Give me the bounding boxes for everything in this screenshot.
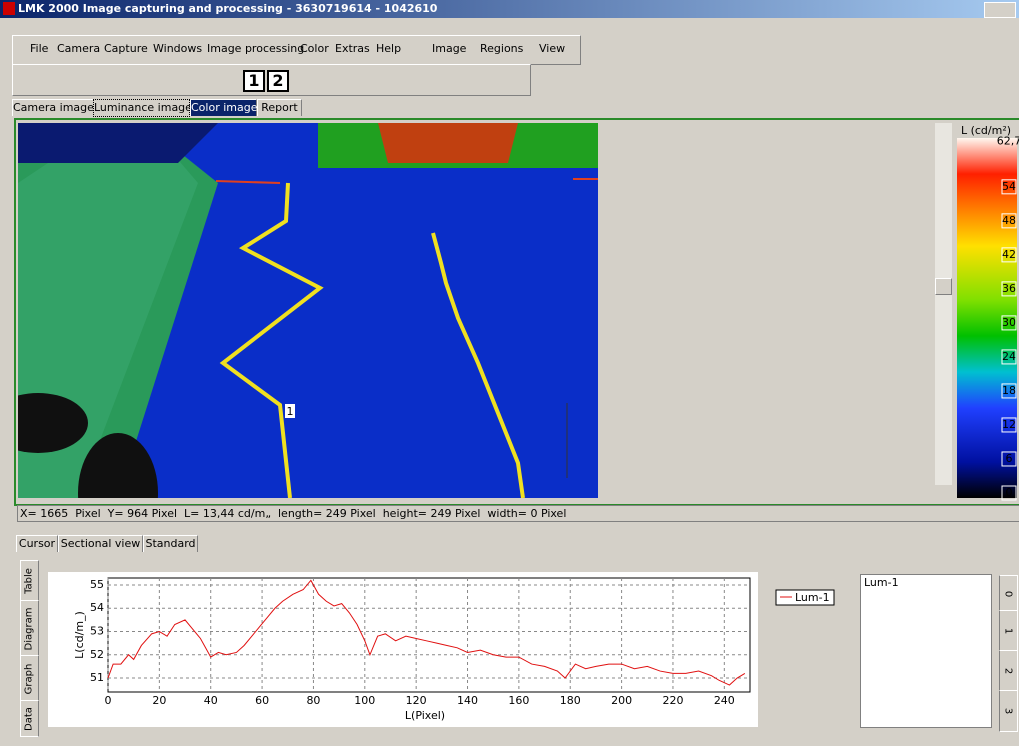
legend-entry: Lum-1 xyxy=(795,591,830,604)
menu-item[interactable]: Image xyxy=(432,42,467,55)
colorbar-tick-label: 0 xyxy=(1006,486,1013,499)
colorbar-tick-label: 18 xyxy=(1002,384,1016,397)
y-tick-label: 54 xyxy=(90,601,104,614)
menu-item[interactable]: View xyxy=(539,42,566,55)
side-tab[interactable]: Data xyxy=(20,700,39,737)
tick-box xyxy=(1001,213,1017,229)
side-tab-label: Diagram xyxy=(23,607,35,650)
x-tick-label: 20 xyxy=(152,694,166,707)
tab[interactable]: Standard xyxy=(143,535,198,552)
x-tick-label: 180 xyxy=(560,694,581,707)
tab[interactable]: Report xyxy=(257,99,302,116)
tab[interactable]: Cursor xyxy=(16,535,58,552)
right-tab[interactable]: 0 xyxy=(999,575,1018,612)
tick-box xyxy=(1001,417,1017,433)
tab[interactable]: Camera image xyxy=(12,99,94,116)
x-tick-label: 40 xyxy=(204,694,218,707)
menu-item[interactable]: Color xyxy=(300,42,329,55)
x-tick-label: 240 xyxy=(714,694,735,707)
menu-item[interactable]: Extras xyxy=(335,42,370,55)
status-bar: X= 1665 Pixel Y= 964 Pixel L= 13,44 cd/m… xyxy=(17,505,1019,522)
window-buttons[interactable] xyxy=(984,2,1016,18)
marker-label: 1 xyxy=(287,405,294,418)
y-tick-label: 51 xyxy=(90,671,104,684)
x-tick-label: 80 xyxy=(306,694,320,707)
side-tab-label: Table xyxy=(23,568,35,594)
colorbar-tick-label: 42 xyxy=(1002,248,1016,261)
x-tick-label: 0 xyxy=(105,694,112,707)
colorbar: L (cd/m²) 62,7 54 48 42 36 30 24 18 12 6 0 xyxy=(957,124,1019,501)
tick-box xyxy=(1001,315,1017,331)
scrollbar[interactable] xyxy=(935,123,952,485)
window-title: LMK 2000 Image capturing and processing … xyxy=(18,2,438,15)
list-box[interactable]: Lum-1 xyxy=(860,574,992,728)
colorbar-tick-label: 30 xyxy=(1002,316,1016,329)
x-tick-label: 220 xyxy=(662,694,683,707)
tick-box xyxy=(1001,349,1017,365)
tick-box xyxy=(1001,281,1017,297)
colorbar-tick-label: 6 xyxy=(1006,452,1013,465)
scroll-thumb[interactable] xyxy=(935,278,952,295)
colorbar-tick-label: 62,7 xyxy=(997,134,1019,147)
luminance-image: 1 xyxy=(18,123,598,498)
menu-item[interactable]: Help xyxy=(376,42,402,55)
colorbar-title: L (cd/m²) xyxy=(961,124,1011,137)
menu-item[interactable]: Capture xyxy=(104,42,148,55)
tick-box xyxy=(1001,485,1017,501)
side-tab-label: Graph xyxy=(23,663,35,694)
side-tab-label: Data xyxy=(23,706,35,731)
colorbar-tick-label: 54 xyxy=(1002,180,1016,193)
menu-item[interactable]: File xyxy=(30,42,49,55)
tab[interactable]: Luminance image xyxy=(93,99,192,117)
plot-area xyxy=(107,577,751,693)
tab[interactable]: Sectional view xyxy=(58,535,143,552)
right-tab-label: 2 xyxy=(1002,667,1014,675)
x-axis-label: L(Pixel) xyxy=(405,709,445,722)
x-tick-label: 160 xyxy=(508,694,529,707)
x-tick-label: 100 xyxy=(354,694,375,707)
menu-item[interactable]: Image processing xyxy=(207,42,305,55)
right-tab-label: 1 xyxy=(1002,627,1014,635)
list-item[interactable]: Lum-1 xyxy=(864,576,899,589)
data-line xyxy=(107,579,746,686)
tick-box xyxy=(1001,451,1017,467)
menu-item[interactable]: Camera xyxy=(57,42,101,55)
app-icon xyxy=(3,2,15,15)
right-tab[interactable]: 3 xyxy=(999,690,1018,732)
y-tick-label: 53 xyxy=(90,625,104,638)
y-tick-label: 52 xyxy=(90,648,104,661)
y-axis-label: L(cd/m_) xyxy=(73,611,86,659)
toolbar-button[interactable]: 2 xyxy=(267,70,289,92)
tab[interactable]: Color image xyxy=(190,99,258,116)
side-tab[interactable]: Table xyxy=(20,560,39,602)
colorbar-tick-label: 36 xyxy=(1002,282,1016,295)
title-bar: LMK 2000 Image capturing and processing … xyxy=(0,0,1019,18)
side-tab[interactable]: Graph xyxy=(20,655,39,702)
y-tick-label: 55 xyxy=(90,578,104,591)
side-tab[interactable]: Diagram xyxy=(20,600,39,657)
menu-item[interactable]: Regions xyxy=(480,42,524,55)
x-tick-label: 200 xyxy=(611,694,632,707)
right-tab[interactable]: 1 xyxy=(999,610,1018,652)
tick-box xyxy=(1001,179,1017,195)
right-tab-label: 3 xyxy=(1002,707,1014,715)
toolbar: 1 2 xyxy=(12,64,531,96)
x-tick-label: 140 xyxy=(457,694,478,707)
colorbar-tick-label: 24 xyxy=(1002,350,1016,363)
right-tab[interactable]: 2 xyxy=(999,650,1018,692)
tick-box xyxy=(1001,247,1017,263)
menu-item[interactable]: Windows xyxy=(153,42,203,55)
x-tick-label: 60 xyxy=(255,694,269,707)
colorbar-tick-label: 48 xyxy=(1002,214,1016,227)
toolbar-button[interactable]: 1 xyxy=(243,70,265,92)
tick-box xyxy=(1001,383,1017,399)
colorbar-tick-label: 12 xyxy=(1002,418,1016,431)
x-tick-label: 120 xyxy=(406,694,427,707)
right-tab-label: 0 xyxy=(1002,590,1014,597)
